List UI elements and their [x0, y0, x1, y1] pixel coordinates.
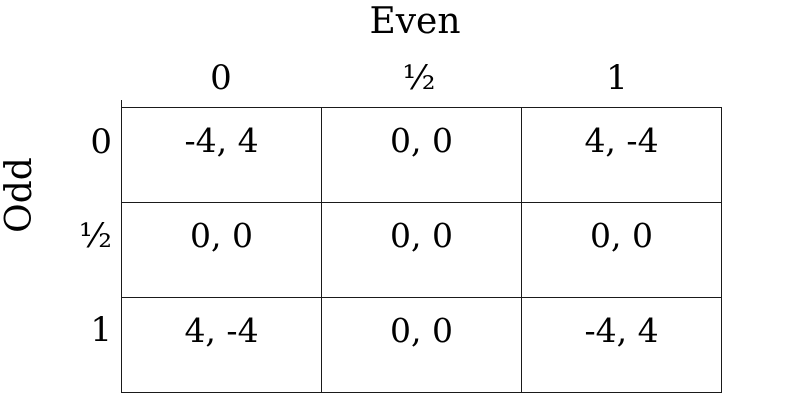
row-player-label: Odd [0, 157, 40, 233]
payoff-value: 0, 0 [190, 216, 253, 255]
payoff-cell: 0, 0 [321, 202, 522, 298]
payoff-value: 4, -4 [184, 311, 259, 350]
matrix-row: 0, 0 0, 0 0, 0 [121, 202, 722, 298]
payoff-cell: -4, 4 [121, 107, 322, 203]
payoff-matrix: -4, 4 0, 0 4, -4 0, 0 0, 0 0, 0 4, -4 0,… [121, 107, 722, 393]
column-strategy-header: ½ [402, 58, 436, 98]
payoff-value: 0, 0 [390, 311, 453, 350]
payoff-value: 0, 0 [390, 121, 453, 160]
row-strategy-header: 0 [90, 122, 112, 162]
payoff-value: 0, 0 [590, 216, 653, 255]
matrix-corner-tick [121, 100, 122, 107]
column-strategy-header: 0 [210, 58, 232, 98]
row-strategy-header: ½ [79, 216, 112, 256]
column-strategy-header: 1 [606, 58, 628, 98]
payoff-cell: 0, 0 [321, 297, 522, 393]
payoff-cell: 0, 0 [121, 202, 322, 298]
payoff-value: 0, 0 [390, 216, 453, 255]
row-strategy-header: 1 [90, 310, 112, 350]
payoff-value: 4, -4 [584, 121, 659, 160]
column-player-label: Even [369, 1, 461, 42]
payoff-cell: 0, 0 [321, 107, 522, 203]
matrix-row: 4, -4 0, 0 -4, 4 [121, 297, 722, 393]
payoff-cell: 4, -4 [121, 297, 322, 393]
payoff-cell: 4, -4 [521, 107, 722, 203]
payoff-cell: 0, 0 [521, 202, 722, 298]
payoff-value: -4, 4 [584, 311, 659, 350]
matrix-row: -4, 4 0, 0 4, -4 [121, 107, 722, 203]
payoff-cell: -4, 4 [521, 297, 722, 393]
payoff-value: -4, 4 [184, 121, 259, 160]
